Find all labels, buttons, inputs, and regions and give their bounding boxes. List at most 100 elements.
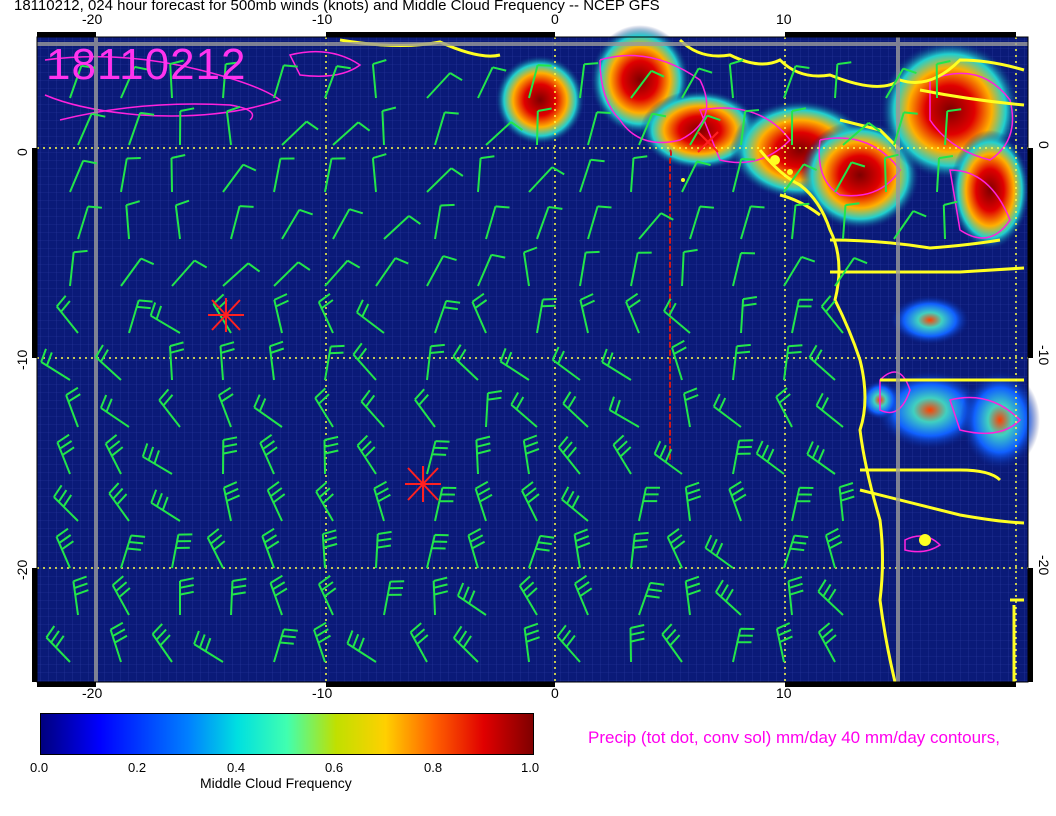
wind-barb bbox=[601, 348, 632, 381]
wind-barb bbox=[324, 259, 361, 287]
wind-barb bbox=[128, 299, 153, 334]
map-panel bbox=[32, 25, 1040, 687]
wind-barb bbox=[426, 255, 457, 287]
wind-barb bbox=[69, 64, 96, 99]
x-top-label: 10 bbox=[776, 11, 792, 27]
wind-barb bbox=[521, 481, 540, 522]
wind-barb bbox=[681, 160, 711, 193]
colorbar-label: Middle Cloud Frequency bbox=[200, 775, 352, 791]
wind-barb bbox=[69, 249, 88, 287]
wind-barb bbox=[273, 293, 289, 334]
wind-barb bbox=[426, 533, 449, 569]
wind-barb bbox=[56, 295, 79, 334]
wind-barb bbox=[820, 295, 844, 334]
wind-barb bbox=[317, 574, 337, 616]
wind-barb bbox=[536, 298, 557, 334]
wind-barb bbox=[630, 251, 652, 287]
colorbar-tick: 0.0 bbox=[30, 760, 49, 775]
wind-barb bbox=[834, 161, 866, 193]
wind-barb bbox=[219, 341, 235, 381]
wind-barb bbox=[629, 624, 645, 663]
wind-barb bbox=[324, 344, 345, 381]
wind-barbs bbox=[40, 59, 962, 663]
wind-barb bbox=[375, 530, 392, 569]
wind-barb bbox=[56, 433, 75, 475]
wind-barb bbox=[935, 60, 951, 99]
map-title: 18110212, 024 hour forecast for 500mb wi… bbox=[14, 0, 660, 14]
wind-barb bbox=[273, 157, 295, 193]
wind-barb bbox=[834, 61, 852, 99]
wind-barb bbox=[681, 67, 713, 99]
y-right-label: -10 bbox=[1036, 345, 1052, 366]
wind-barb bbox=[732, 158, 756, 193]
wind-barb bbox=[317, 292, 334, 334]
wind-barb bbox=[151, 623, 173, 663]
wind-barb bbox=[562, 391, 589, 428]
wind-barb bbox=[273, 261, 311, 287]
x-bottom-label: 0 bbox=[551, 685, 559, 701]
wind-barb bbox=[371, 153, 387, 193]
wind-barb bbox=[579, 250, 600, 287]
wind-barb bbox=[170, 154, 186, 193]
wind-barb bbox=[434, 203, 455, 240]
wind-barb bbox=[579, 293, 596, 334]
wind-barb bbox=[775, 622, 793, 663]
wind-barb bbox=[625, 292, 641, 334]
wind-barb bbox=[740, 296, 758, 334]
wind-barb bbox=[149, 302, 181, 334]
wind-barb bbox=[485, 390, 502, 428]
wind-barb bbox=[817, 579, 844, 616]
wind-barb bbox=[467, 527, 486, 569]
wind-barb bbox=[434, 299, 461, 334]
date-stamp: 18110212 bbox=[46, 40, 247, 89]
wind-barb bbox=[269, 574, 288, 616]
wind-barb bbox=[426, 167, 464, 193]
wind-barb bbox=[587, 111, 611, 146]
wind-barb bbox=[791, 486, 814, 522]
wind-barb bbox=[475, 435, 491, 475]
wind-barb bbox=[65, 386, 81, 428]
wind-barb bbox=[266, 480, 286, 522]
wind-barb bbox=[324, 157, 346, 193]
wind-barb bbox=[179, 107, 195, 146]
wind-barb bbox=[383, 580, 405, 616]
colorbar-tick: 1.0 bbox=[521, 760, 540, 775]
y-left-label: 0 bbox=[14, 148, 30, 156]
wind-barb bbox=[452, 625, 479, 663]
wind-barb bbox=[53, 484, 79, 522]
y-left-label: -10 bbox=[14, 349, 30, 370]
wind-barb bbox=[681, 248, 698, 287]
wind-barb bbox=[663, 298, 691, 334]
wind-barb bbox=[432, 576, 449, 616]
wind-barb bbox=[109, 621, 128, 663]
wind-barb bbox=[558, 435, 581, 475]
wind-barb bbox=[740, 109, 760, 146]
wind-barb bbox=[638, 212, 674, 240]
y-left-label: -20 bbox=[14, 559, 30, 580]
wind-barb bbox=[456, 582, 487, 616]
wind-barb bbox=[783, 255, 816, 287]
wind-barb bbox=[426, 343, 445, 381]
wind-barb bbox=[842, 202, 860, 240]
wind-barb bbox=[222, 262, 261, 287]
wind-barb bbox=[409, 622, 429, 663]
wind-barb bbox=[630, 69, 665, 99]
wind-barb bbox=[371, 59, 387, 99]
wind-barb bbox=[471, 292, 488, 334]
wind-barb bbox=[120, 65, 149, 99]
wind-barb bbox=[222, 436, 238, 475]
gray-gridlines bbox=[37, 37, 1028, 682]
wind-barb bbox=[193, 630, 224, 663]
wind-barb bbox=[375, 257, 409, 287]
wind-barb bbox=[268, 340, 285, 381]
wind-barb bbox=[630, 155, 648, 193]
wind-barb bbox=[321, 529, 338, 569]
wind-barb bbox=[528, 64, 552, 99]
wind-barb bbox=[225, 105, 241, 146]
wind-barb bbox=[474, 480, 493, 522]
wind-barb bbox=[485, 205, 510, 240]
wind-barb bbox=[630, 531, 649, 569]
track-line bbox=[669, 149, 672, 462]
wind-barb bbox=[671, 339, 687, 381]
wind-barb bbox=[253, 394, 283, 428]
